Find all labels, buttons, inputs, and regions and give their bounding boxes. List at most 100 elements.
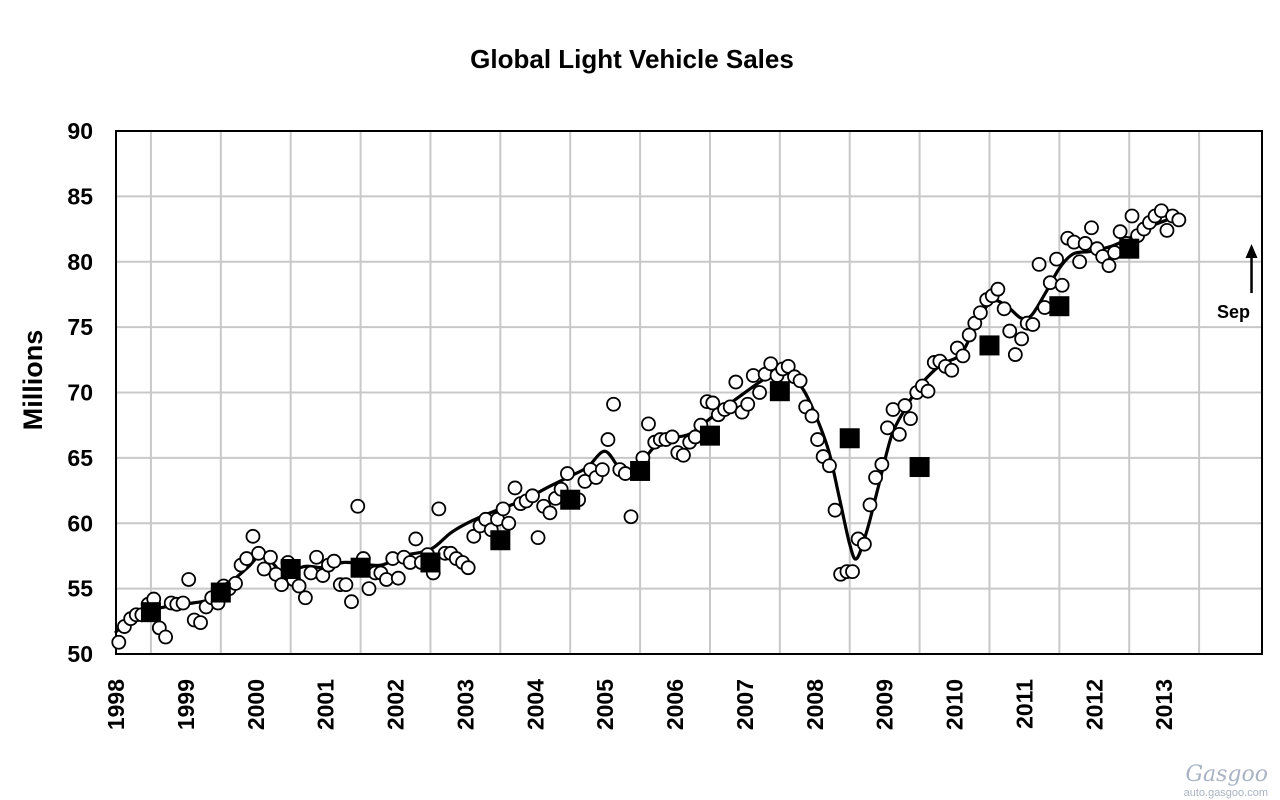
monthly-data-point [600,432,616,447]
monthly-data-point [1101,258,1117,274]
x-tick-label: 2002 [383,679,409,730]
monthly-data-point [856,536,872,552]
monthly-data-point [897,398,913,413]
monthly-data-point [466,528,482,544]
monthly-points [111,203,1187,650]
monthly-data-point [431,501,447,517]
annual-data-point [630,460,651,481]
monthly-data-point [228,575,243,591]
monthly-data-point [1171,212,1187,228]
monthly-data-point [664,429,680,445]
annual-data-point [839,428,860,449]
x-tick-label: 2011 [1011,679,1037,729]
monthly-data-point [827,502,843,518]
x-tick-label: 2007 [732,679,758,730]
monthly-data-point [880,420,895,436]
monthly-data-point [1124,208,1140,224]
x-tick-label: 2003 [452,679,478,730]
monthly-data-point [501,515,517,531]
monthly-data-point [1159,222,1175,238]
monthly-data-point [1002,323,1018,339]
sep-arrowhead-icon [1245,244,1258,259]
monthly-data-point [961,327,977,343]
monthly-data-point [1007,347,1023,362]
monthly-data-point [530,530,546,546]
monthly-data-point [460,560,476,576]
annual-data-point [490,530,511,551]
monthly-data-point [350,498,366,514]
monthly-data-point [752,385,767,400]
y-tick-label: 60 [67,510,93,536]
monthly-data-point [972,305,988,321]
monthly-data-point [256,561,272,577]
y-tick-label: 50 [67,641,93,667]
monthly-data-point [1031,256,1047,272]
y-tick-label: 85 [67,183,93,209]
annual-data-point [560,489,581,510]
monthly-data-point [641,416,656,432]
plot-area-border [115,130,1263,655]
monthly-data-point [525,488,540,504]
monthly-data-point [763,356,779,372]
monthly-data-point [1107,245,1122,260]
annual-data-point [1119,238,1140,259]
monthly-data-point [606,396,621,412]
monthly-data-point [822,458,837,474]
monthly-data-point [745,368,761,383]
monthly-data-point [175,595,191,611]
x-tick-label: 2008 [802,679,828,730]
monthly-data-point [862,497,878,513]
y-tick-label: 70 [67,380,93,406]
monthly-data-point [181,572,197,587]
x-tick-label: 2001 [313,679,339,730]
monthly-data-point [560,466,575,481]
x-tick-label: 2005 [592,679,618,730]
monthly-data-point [1014,331,1030,347]
monthly-data-point [1037,300,1053,315]
monthly-data-point [1025,317,1041,332]
monthly-data-point [868,470,883,485]
annual-data-point [280,559,301,580]
monthly-data-point [245,528,261,544]
monthly-data-point [291,578,307,594]
watermark-site: auto.gasgoo.com [1184,787,1268,799]
sep-annotation: Sep [1217,244,1258,322]
monthly-data-point [158,629,174,645]
x-tick-label: 2013 [1151,679,1177,730]
monthly-data-point [990,281,1006,297]
monthly-data-point [996,301,1012,317]
x-tick-label: 2009 [872,679,898,730]
monthly-data-point [297,590,313,606]
monthly-data-point [1084,220,1099,236]
y-axis-label: Millions [18,330,48,431]
monthly-data-point [891,426,907,442]
monthly-data-point [495,501,511,517]
x-tick-label: 2004 [522,679,548,730]
monthly-data-point [309,549,324,565]
annual-data-point [979,335,1000,356]
monthly-data-point [903,411,918,427]
x-tick-label: 1999 [173,679,199,730]
monthly-data-point [780,358,796,374]
monthly-data-point [944,362,960,378]
x-tick-label: 2012 [1081,679,1107,730]
x-tick-label: 2006 [662,679,688,730]
monthly-data-point [920,383,936,399]
monthly-data-point [594,462,610,478]
monthly-data-point [804,408,820,424]
monthly-data-point [874,457,890,472]
monthly-data-point [344,594,359,610]
annual-points [140,238,1140,623]
monthly-data-point [1077,236,1093,251]
annual-data-point [909,457,930,478]
monthly-data-point [792,373,808,389]
x-tick-label: 2010 [942,679,968,730]
annual-data-point [699,425,720,446]
monthly-data-point [845,564,860,580]
y-tick-label: 80 [67,249,93,275]
x-tick-label: 1998 [103,679,129,730]
monthly-data-point [1112,224,1128,240]
monthly-data-point [623,509,639,525]
monthly-data-point [379,572,394,587]
